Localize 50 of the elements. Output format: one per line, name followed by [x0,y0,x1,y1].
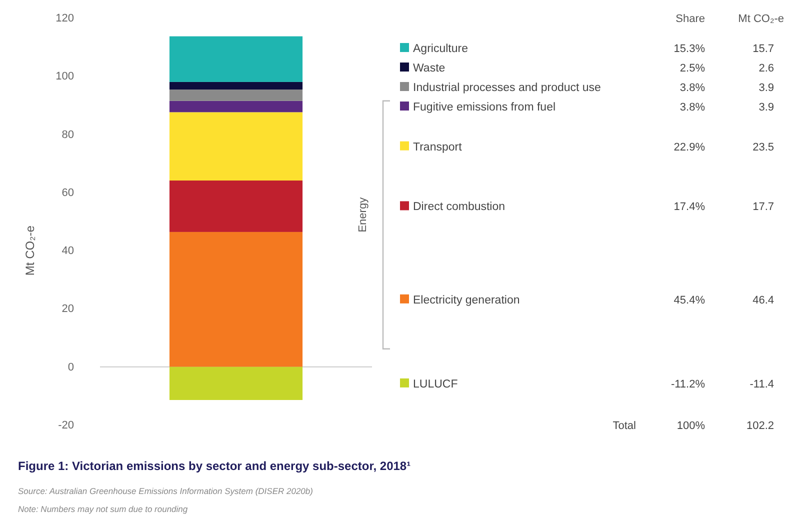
text: 2.5% [680,62,706,75]
text: 15.7 [752,43,774,56]
source-note: Source: Australian Greenhouse Emissions Information System (DISER 2020b) [18,486,314,496]
annotation: Energy [357,196,369,232]
legend-label: Industrial processes and product use [413,82,601,94]
legend-label: Transport [413,141,463,154]
text: 45.4% [674,294,706,306]
y-tick-label: 100 [56,70,74,83]
legend-label: LULUCF [413,378,458,390]
text: 17.4% [674,201,706,214]
text: 3.9 [758,102,774,114]
bar [169,232,303,367]
text: 23.5 [752,141,774,154]
text: Figure 1: Victorian emissions by sector and energy sub-sector, 2018¹ [18,459,411,473]
y-tick-label: 40 [62,245,74,258]
bar [169,82,303,90]
text: Note: Numbers may not sum due to rounding [18,504,188,514]
text: -11.2% [670,378,706,390]
bar [169,180,303,232]
y-tick-label: 0 [68,361,74,374]
text: 3.8% [680,102,706,114]
text: Total [612,420,636,432]
y-tick-label: 80 [62,128,74,141]
text: 102.2 [746,420,774,432]
text: Mt CO₂-e [738,13,784,25]
bar [169,100,303,112]
text: 100% [676,420,706,432]
bar [169,36,303,82]
y-tick-label: 20 [62,303,74,316]
bar [169,90,303,101]
y-tick-label: 120 [56,12,74,25]
text: 2.6 [758,62,774,75]
text: 46.4 [752,294,774,306]
text: 3.8% [680,82,706,94]
text: 15.3% [674,43,706,56]
y-tick-label: 60 [62,186,74,199]
text: 17.7 [752,201,774,214]
text: -11.4 [750,378,774,390]
y-tick-label: -20 [58,420,74,432]
legend-label: Fugitive emissions from fuel [413,102,556,114]
legend-label: Agriculture [413,43,468,56]
text: 22.9% [674,141,706,154]
text: 3.9 [758,82,774,94]
legend-label: Electricity generation [413,294,520,306]
y-axis-title: Mt CO₂-e [23,225,37,276]
bar [169,366,303,400]
bar [169,112,303,181]
legend-label: Direct combustion [413,201,506,214]
legend-label: Waste [413,62,446,75]
text: Share [676,13,705,25]
